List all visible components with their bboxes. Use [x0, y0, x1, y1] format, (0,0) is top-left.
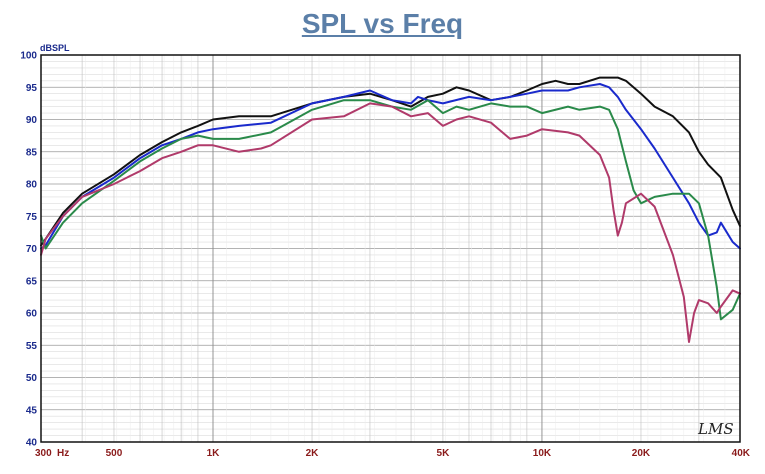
series-layer [40, 76, 741, 343]
x-tick-label: 300 [35, 448, 52, 459]
series-line-2 [40, 83, 741, 250]
y-tick-label: 60 [26, 309, 38, 320]
series-line-1 [40, 76, 741, 247]
y-tick-label: 45 [26, 405, 38, 416]
label-layer: 40 45 50 55 60 65 70 75 80 85 90 95 100 300 500 1K 2K 5K 1… [20, 51, 750, 460]
y-tick-label: 70 [26, 244, 38, 255]
y-tick-label: 55 [26, 341, 38, 352]
y-tick-label: 40 [26, 438, 38, 449]
x-tick-label: 40K [732, 448, 751, 459]
series-line-3 [40, 99, 741, 321]
y-tick-label: 80 [26, 180, 38, 191]
y-axis-label: dBSPL [40, 43, 70, 53]
y-tick-label: 90 [26, 115, 38, 126]
y-tick-label: 50 [26, 373, 38, 384]
x-tick-label: 10K [533, 448, 552, 459]
x-tick-label: 5K [437, 448, 451, 459]
chart-title: SPL vs Freq [301, 8, 464, 39]
y-tick-label: 95 [26, 83, 38, 94]
y-tick-label: 100 [20, 51, 37, 62]
x-unit-label: Hz [57, 448, 69, 459]
y-tick-label: 85 [26, 147, 38, 158]
lms-watermark: LMS [697, 420, 734, 438]
plot-frame [40, 54, 741, 443]
grid-layer [41, 55, 740, 442]
x-tick-label: 2K [306, 448, 320, 459]
x-tick-label: 500 [106, 448, 123, 459]
y-tick-label: 65 [26, 276, 38, 287]
x-tick-label: 20K [632, 448, 651, 459]
y-tick-label: 75 [26, 212, 38, 223]
series-line-4 [40, 102, 741, 343]
x-tick-label: 1K [207, 448, 221, 459]
